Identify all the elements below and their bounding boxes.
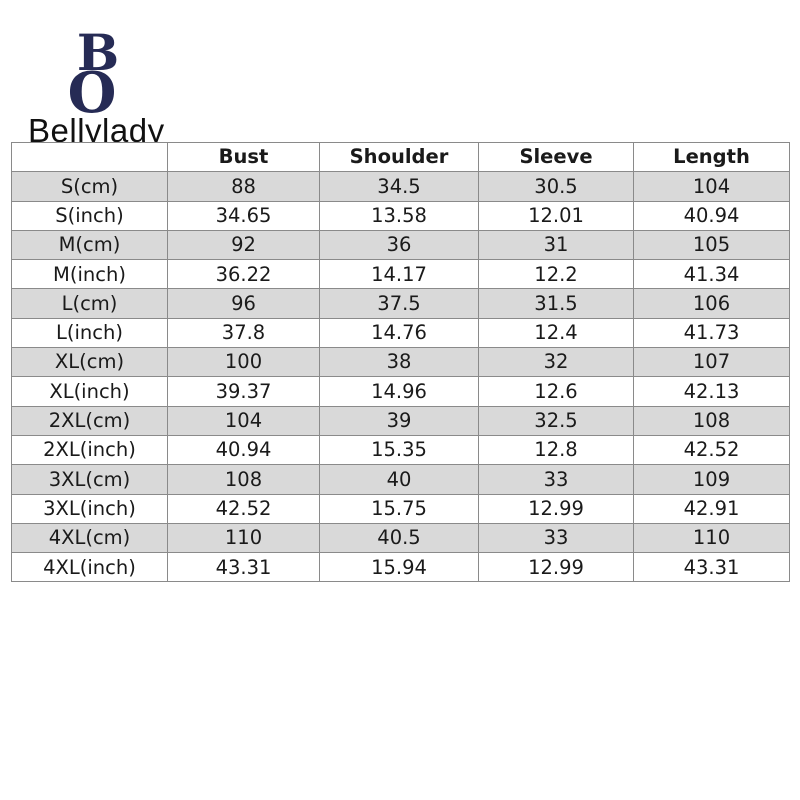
measurement: 12.2 xyxy=(478,259,634,290)
measurement: 42.52 xyxy=(633,434,790,466)
measurement: 38 xyxy=(319,347,479,378)
size-label: M(inch) xyxy=(11,259,168,290)
measurement: 43.31 xyxy=(633,552,790,583)
measurement: 12.99 xyxy=(478,493,634,524)
size-label: S(cm) xyxy=(11,171,168,202)
size-label: XL(cm) xyxy=(11,347,168,378)
measurement: 34.65 xyxy=(167,200,320,231)
measurement: 32.5 xyxy=(478,405,634,436)
measurement: 109 xyxy=(633,464,790,495)
size-label: L(inch) xyxy=(11,317,168,349)
size-label: S(inch) xyxy=(11,200,168,231)
measurement: 104 xyxy=(633,171,790,202)
measurement: 41.73 xyxy=(633,317,790,349)
measurement: 36 xyxy=(319,229,479,261)
measurement: 100 xyxy=(167,347,320,378)
measurement: 31 xyxy=(478,229,634,261)
column-header: Bust xyxy=(167,141,320,173)
corner-cell xyxy=(11,141,168,173)
measurement: 12.99 xyxy=(478,552,634,583)
measurement: 39.37 xyxy=(167,376,320,407)
measurement: 96 xyxy=(167,288,320,319)
measurement: 40.94 xyxy=(633,200,790,231)
measurement: 34.5 xyxy=(319,171,479,202)
measurement: 42.52 xyxy=(167,493,320,524)
size-row: 2XL(cm) 104 39 32.5 108 xyxy=(11,405,790,436)
measurement: 30.5 xyxy=(478,171,634,202)
measurement: 37.5 xyxy=(319,288,479,319)
size-row: 3XL(inch) 42.52 15.75 12.99 42.91 xyxy=(11,493,790,524)
measurement: 43.31 xyxy=(167,552,320,583)
measurement: 31.5 xyxy=(478,288,634,319)
measurement: 107 xyxy=(633,347,790,378)
measurement: 13.58 xyxy=(319,200,479,231)
size-row: 3XL(cm) 108 40 33 109 xyxy=(11,464,790,495)
column-header: Length xyxy=(633,141,790,173)
size-label: 2XL(cm) xyxy=(11,405,168,436)
measurement: 15.35 xyxy=(319,434,479,466)
size-row: L(cm) 96 37.5 31.5 106 xyxy=(11,288,790,319)
size-row: 2XL(inch) 40.94 15.35 12.8 42.52 xyxy=(11,434,790,466)
measurement: 15.75 xyxy=(319,493,479,524)
measurement: 106 xyxy=(633,288,790,319)
measurement: 108 xyxy=(167,464,320,495)
measurement: 14.96 xyxy=(319,376,479,407)
size-row: M(cm) 92 36 31 105 xyxy=(11,229,790,261)
measurement: 40.5 xyxy=(319,522,479,554)
measurement: 88 xyxy=(167,171,320,202)
table-body: S(cm) 88 34.5 30.5 104 S(inch) 34.65 13.58 12.01… xyxy=(11,171,790,583)
size-label: L(cm) xyxy=(11,288,168,319)
size-label: M(cm) xyxy=(11,229,168,261)
monogram-letter: B xyxy=(77,24,119,82)
size-label: 4XL(inch) xyxy=(11,552,168,583)
measurement: 14.17 xyxy=(319,259,479,290)
size-label: 4XL(cm) xyxy=(11,522,168,554)
column-header: Sleeve xyxy=(478,141,634,173)
size-table: Bust Shoulder Sleeve Length S(cm) 88 34.5 30.5… xyxy=(11,141,790,583)
size-row: 4XL(cm) 110 40.5 33 110 xyxy=(11,522,790,554)
column-header: Shoulder xyxy=(319,141,479,173)
measurement: 14.76 xyxy=(319,317,479,349)
monogram-letter: O xyxy=(68,60,117,116)
measurement: 108 xyxy=(633,405,790,436)
measurement: 39 xyxy=(319,405,479,436)
measurement: 41.34 xyxy=(633,259,790,290)
measurement: 12.6 xyxy=(478,376,634,407)
measurement: 42.13 xyxy=(633,376,790,407)
size-row: L(inch) 37.8 14.76 12.4 41.73 xyxy=(11,317,790,349)
size-label: 3XL(inch) xyxy=(11,493,168,524)
size-row: M(inch) 36.22 14.17 12.2 41.34 xyxy=(11,259,790,290)
size-row: S(inch) 34.65 13.58 12.01 40.94 xyxy=(11,200,790,231)
size-row: 4XL(inch) 43.31 15.94 12.99 43.31 xyxy=(11,552,790,583)
size-row: S(cm) 88 34.5 30.5 104 xyxy=(11,171,790,202)
measurement: 37.8 xyxy=(167,317,320,349)
measurement: 92 xyxy=(167,229,320,261)
measurement: 110 xyxy=(633,522,790,554)
size-row: XL(inch) 39.37 14.96 12.6 42.13 xyxy=(11,376,790,407)
measurement: 40.94 xyxy=(167,434,320,466)
measurement: 110 xyxy=(167,522,320,554)
measurement: 12.4 xyxy=(478,317,634,349)
header-row: Bust Shoulder Sleeve Length xyxy=(11,141,790,173)
measurement: 33 xyxy=(478,464,634,495)
measurement: 33 xyxy=(478,522,634,554)
measurement: 40 xyxy=(319,464,479,495)
measurement: 12.01 xyxy=(478,200,634,231)
measurement: 105 xyxy=(633,229,790,261)
size-label: 2XL(inch) xyxy=(11,434,168,466)
measurement: 42.91 xyxy=(633,493,790,524)
measurement: 15.94 xyxy=(319,552,479,583)
size-label: 3XL(cm) xyxy=(11,464,168,495)
measurement: 12.8 xyxy=(478,434,634,466)
measurement: 104 xyxy=(167,405,320,436)
brand-logo: B O xyxy=(68,24,120,116)
measurement: 36.22 xyxy=(167,259,320,290)
measurement: 32 xyxy=(478,347,634,378)
size-row: XL(cm) 100 38 32 107 xyxy=(11,347,790,378)
size-label: XL(inch) xyxy=(11,376,168,407)
